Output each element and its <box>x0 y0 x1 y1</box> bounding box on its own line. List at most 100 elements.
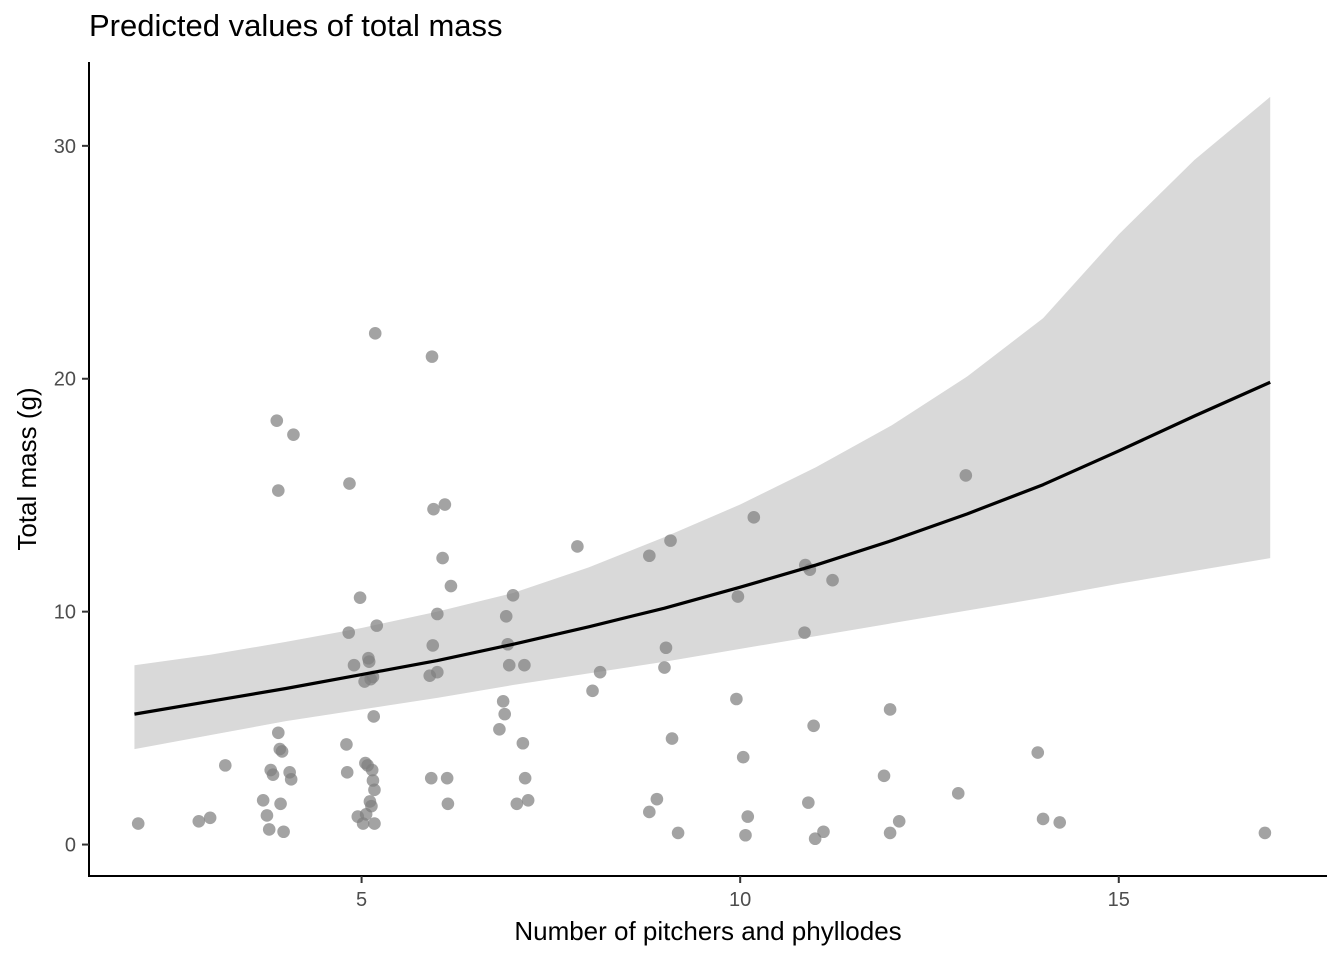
data-point <box>506 589 520 602</box>
data-point <box>277 825 290 839</box>
data-point <box>808 832 822 846</box>
data-point <box>436 551 449 565</box>
data-point <box>343 477 356 490</box>
data-point <box>730 692 743 706</box>
data-point <box>425 350 439 363</box>
data-point <box>951 787 965 800</box>
data-point <box>521 794 535 807</box>
data-point <box>260 809 274 822</box>
data-point <box>817 825 830 839</box>
prediction-line-layer <box>134 380 1271 716</box>
data-point <box>444 579 458 593</box>
data-point <box>353 591 367 604</box>
data-point <box>431 607 444 621</box>
data-points-layer <box>131 327 1272 846</box>
data-point <box>739 828 752 842</box>
y-tick-label: 10 <box>54 602 76 624</box>
data-point <box>275 745 289 758</box>
data-point <box>518 771 532 785</box>
data-point <box>518 658 531 672</box>
data-point <box>959 469 973 482</box>
data-point <box>586 684 599 698</box>
data-point <box>271 726 285 740</box>
y-tick-label: 30 <box>54 136 76 158</box>
data-point <box>424 771 438 785</box>
data-point <box>736 750 750 764</box>
y-tick-label: 20 <box>54 369 76 391</box>
chart-title: Predicted values of total mass <box>89 8 503 43</box>
prediction-line <box>134 380 1271 716</box>
data-point <box>807 719 820 733</box>
data-point <box>658 661 671 674</box>
data-point <box>747 511 761 524</box>
data-point <box>284 773 298 786</box>
data-point <box>498 707 511 721</box>
data-point <box>203 811 217 825</box>
data-point <box>365 799 378 813</box>
data-point <box>362 655 376 669</box>
data-point <box>192 814 206 828</box>
confidence-band-layer <box>134 96 1271 750</box>
data-point <box>510 797 524 811</box>
data-point <box>270 414 284 427</box>
data-point <box>427 502 440 516</box>
data-point <box>347 658 361 672</box>
data-point <box>496 695 510 708</box>
x-tick-label: 15 <box>1108 889 1130 911</box>
data-point <box>287 428 300 441</box>
data-point <box>1258 826 1272 840</box>
x-axis-title: Number of pitchers and phyllodes <box>514 916 901 946</box>
data-point <box>340 766 354 779</box>
data-point <box>883 703 897 716</box>
data-point <box>441 797 455 811</box>
data-point <box>659 641 673 655</box>
data-point <box>802 796 815 809</box>
data-point <box>431 665 444 679</box>
data-point <box>426 639 440 652</box>
data-point <box>1036 812 1050 826</box>
data-point <box>368 327 382 340</box>
x-tick-label: 5 <box>356 889 367 911</box>
data-point <box>883 826 897 840</box>
data-point <box>643 805 656 819</box>
data-point <box>643 549 656 563</box>
data-point <box>493 722 506 736</box>
data-point <box>131 817 145 830</box>
data-point <box>798 626 811 639</box>
data-point <box>271 484 285 497</box>
data-point <box>731 590 745 603</box>
data-point <box>218 759 232 772</box>
data-point <box>438 498 452 511</box>
data-point <box>368 817 381 830</box>
data-point <box>741 810 755 823</box>
confidence-band <box>134 96 1271 750</box>
data-point <box>892 814 906 828</box>
data-point <box>274 797 287 811</box>
data-point <box>664 534 677 547</box>
data-point <box>370 619 384 632</box>
x-tick-label: 10 <box>729 889 751 911</box>
data-point <box>340 738 353 751</box>
data-point <box>1053 816 1067 829</box>
data-point <box>650 792 664 806</box>
data-point <box>1031 746 1045 759</box>
axes-layer <box>88 62 1327 877</box>
data-point <box>440 771 454 785</box>
data-point <box>368 783 381 797</box>
y-tick-label: 0 <box>65 835 76 857</box>
data-point <box>342 626 356 639</box>
data-point <box>665 732 679 745</box>
x-ticks: 5 10 15 <box>356 876 1130 911</box>
data-point <box>262 823 276 836</box>
data-point <box>365 763 379 777</box>
data-point <box>571 540 584 553</box>
data-point <box>877 769 891 783</box>
data-point <box>266 768 280 781</box>
data-point <box>502 658 516 672</box>
data-point <box>366 774 380 787</box>
data-point <box>671 826 685 840</box>
data-point <box>256 794 270 807</box>
y-ticks: 0 10 20 30 <box>54 136 89 857</box>
data-point <box>516 736 530 750</box>
